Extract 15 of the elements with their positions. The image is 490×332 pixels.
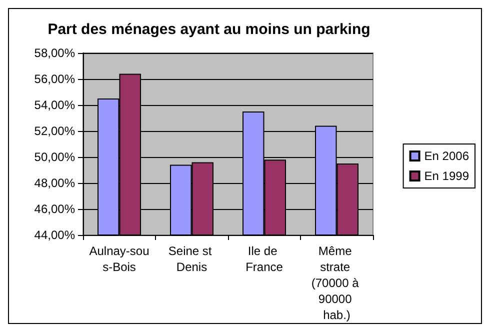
chart-title: Part des ménages ayant au moins un parking (48, 21, 370, 38)
y-tick-label: 48,00% (34, 176, 76, 190)
y-tick-label: 46,00% (34, 202, 76, 216)
legend-label: En 2006 (424, 149, 470, 163)
legend-label: En 1999 (424, 169, 470, 183)
x-tick-label: Même strate (70000 à 90000 hab.) (311, 244, 362, 322)
y-tick-label: 50,00% (34, 150, 76, 164)
y-tick-label: 56,00% (34, 72, 76, 86)
y-tick-label: 58,00% (34, 46, 76, 60)
x-tick-label: Seine st Denis (168, 244, 216, 274)
y-tick-label: 52,00% (34, 124, 76, 138)
y-tick-label: 54,00% (34, 98, 76, 112)
x-tick-label: Ile de France (246, 244, 284, 274)
y-tick-label: 44,00% (34, 228, 76, 242)
x-tick-label: Aulnay-sous-Bois (89, 244, 150, 274)
